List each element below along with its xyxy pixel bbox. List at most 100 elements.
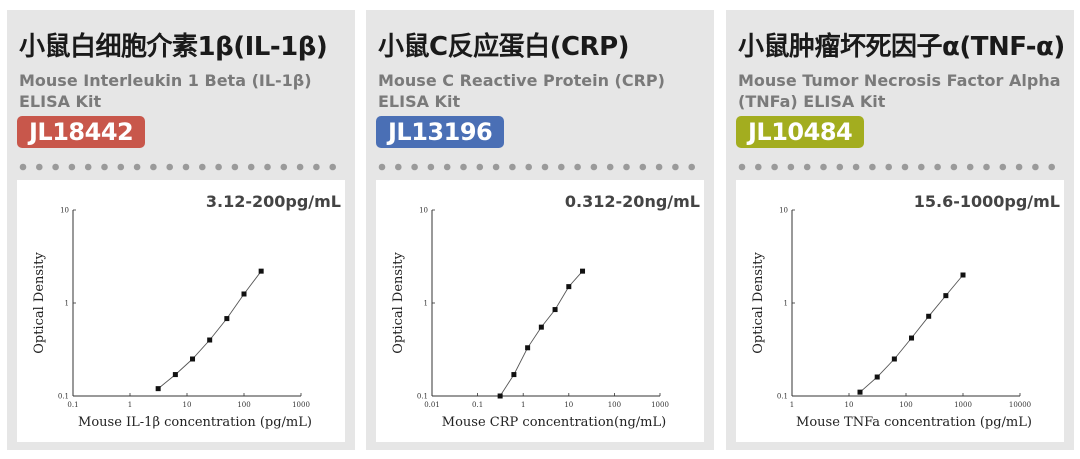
- detection-range: 3.12-200pg/mL: [205, 192, 341, 211]
- data-point: [857, 389, 863, 395]
- x-tick-label: 1000: [954, 401, 972, 409]
- data-point: [258, 268, 264, 274]
- divider-dot: [427, 163, 435, 171]
- card-title: 小鼠白细胞介素1β(IL-1β): [19, 32, 328, 62]
- x-tick-label: 1: [790, 401, 794, 409]
- x-tick-label: 0.1: [472, 401, 483, 409]
- catalog-badge[interactable]: JL13196: [376, 116, 505, 148]
- divider-dot: [541, 163, 549, 171]
- card-title: 小鼠肿瘤坏死因子α(TNF-α): [738, 32, 1065, 62]
- dot-divider: [19, 163, 337, 171]
- data-point: [155, 386, 161, 392]
- data-point: [172, 372, 178, 378]
- divider-dot: [934, 163, 941, 171]
- divider-dot: [215, 163, 222, 171]
- product-card-crp: 小鼠C反应蛋白(CRP) Mouse C Reactive Protein (C…: [366, 10, 714, 450]
- data-point: [207, 337, 213, 343]
- x-tick-label: 100: [899, 401, 912, 409]
- divider-dot: [509, 163, 516, 171]
- data-point: [497, 393, 503, 399]
- divider-dot: [231, 163, 239, 171]
- divider-dot: [606, 163, 614, 171]
- chart-panel: 3.12-200pg/mL 0.1 1 10 100 1000 0.1 1 10 Mouse I…: [17, 180, 345, 442]
- chart-panel: 15.6-1000pg/mL 1 10 100 1000 10000 0.1 1 10 Mous…: [736, 180, 1064, 442]
- divider-dot: [999, 163, 1007, 171]
- standard-curve-chart: 0.1 1 10 100 1000 0.1 1 10 Mouse IL-1β concentra…: [32, 207, 312, 431]
- y-axis-title: Optical Density: [391, 252, 406, 354]
- divider-dot: [411, 163, 418, 171]
- divider-dot: [460, 163, 467, 171]
- divider-dot: [820, 163, 827, 171]
- data-point: [580, 268, 586, 274]
- data-point: [960, 272, 966, 278]
- x-tick-label: 10000: [1009, 401, 1031, 409]
- divider-dot: [525, 163, 532, 171]
- y-tick-label: 10: [419, 207, 428, 215]
- x-tick-label: 1000: [292, 401, 310, 409]
- divider-dot: [68, 163, 76, 171]
- divider-dot: [918, 163, 925, 171]
- divider-dot: [395, 163, 402, 171]
- divider-dot: [313, 163, 320, 171]
- divider-dot: [738, 163, 746, 171]
- y-tick-label: 0.1: [58, 393, 69, 401]
- divider-dot: [247, 163, 255, 171]
- catalog-badge[interactable]: JL10484: [736, 116, 865, 148]
- divider-dot: [492, 163, 500, 171]
- dot-divider: [378, 163, 695, 171]
- data-point: [891, 356, 897, 362]
- divider-dot: [101, 163, 108, 171]
- card-subtitle: Mouse Tumor Necrosis Factor Alpha (TNFa)…: [738, 71, 1061, 111]
- detection-range: 0.312-20ng/mL: [564, 192, 700, 211]
- y-tick-label: 0.1: [777, 393, 788, 401]
- divider-dot: [688, 163, 695, 171]
- divider-dot: [590, 163, 598, 171]
- divider-dot: [166, 163, 173, 171]
- divider-dot: [1015, 163, 1023, 171]
- data-point: [511, 372, 517, 378]
- card-subtitle: Mouse Interleukin 1 Beta (IL-1β) ELISA K…: [19, 71, 312, 111]
- data-point: [943, 293, 949, 299]
- divider-dot: [84, 163, 92, 171]
- divider-dot: [150, 163, 157, 171]
- divider-dot: [950, 163, 958, 171]
- y-tick-label: 10: [779, 207, 788, 215]
- x-tick-label: 10: [183, 401, 192, 409]
- divider-dot: [852, 163, 860, 171]
- data-point: [190, 356, 196, 362]
- divider-dot: [264, 163, 271, 171]
- divider-dot: [52, 163, 59, 171]
- divider-dot: [639, 163, 647, 171]
- data-point: [525, 345, 531, 351]
- divider-dot: [623, 163, 630, 171]
- divider-dot: [329, 163, 337, 171]
- divider-dot: [280, 163, 288, 171]
- x-tick-label: 1: [128, 401, 132, 409]
- catalog-badge[interactable]: JL18442: [17, 116, 146, 148]
- divider-dot: [378, 163, 386, 171]
- fit-curve: [499, 270, 583, 397]
- x-tick-label: 1: [521, 401, 525, 409]
- divider-dot: [443, 163, 451, 171]
- x-axis-title: Mouse CRP concentration(ng/mL): [442, 415, 666, 430]
- data-point: [241, 291, 247, 297]
- divider-dot: [476, 163, 484, 171]
- y-axis-title: Optical Density: [751, 252, 766, 354]
- y-tick-label: 0.1: [417, 393, 428, 401]
- product-card-tnfa: 小鼠肿瘤坏死因子α(TNF-α) Mouse Tumor Necrosis Fa…: [726, 10, 1074, 450]
- detection-range: 15.6-1000pg/mL: [913, 192, 1060, 211]
- divider-dot: [199, 163, 206, 171]
- data-point: [926, 313, 932, 319]
- card-title: 小鼠C反应蛋白(CRP): [378, 32, 630, 62]
- divider-dot: [771, 163, 778, 171]
- card-subtitle: Mouse C Reactive Protein (CRP) ELISA Kit: [378, 71, 665, 111]
- data-point: [552, 307, 558, 313]
- product-card-il1b: 小鼠白细胞介素1β(IL-1β) Mouse Interleukin 1 Bet…: [7, 10, 355, 450]
- x-tick-label: 10: [845, 401, 854, 409]
- divider-dot: [983, 163, 990, 171]
- divider-dot: [558, 163, 565, 171]
- divider-dot: [1032, 163, 1039, 171]
- divider-dot: [672, 163, 679, 171]
- dot-divider: [738, 163, 1055, 171]
